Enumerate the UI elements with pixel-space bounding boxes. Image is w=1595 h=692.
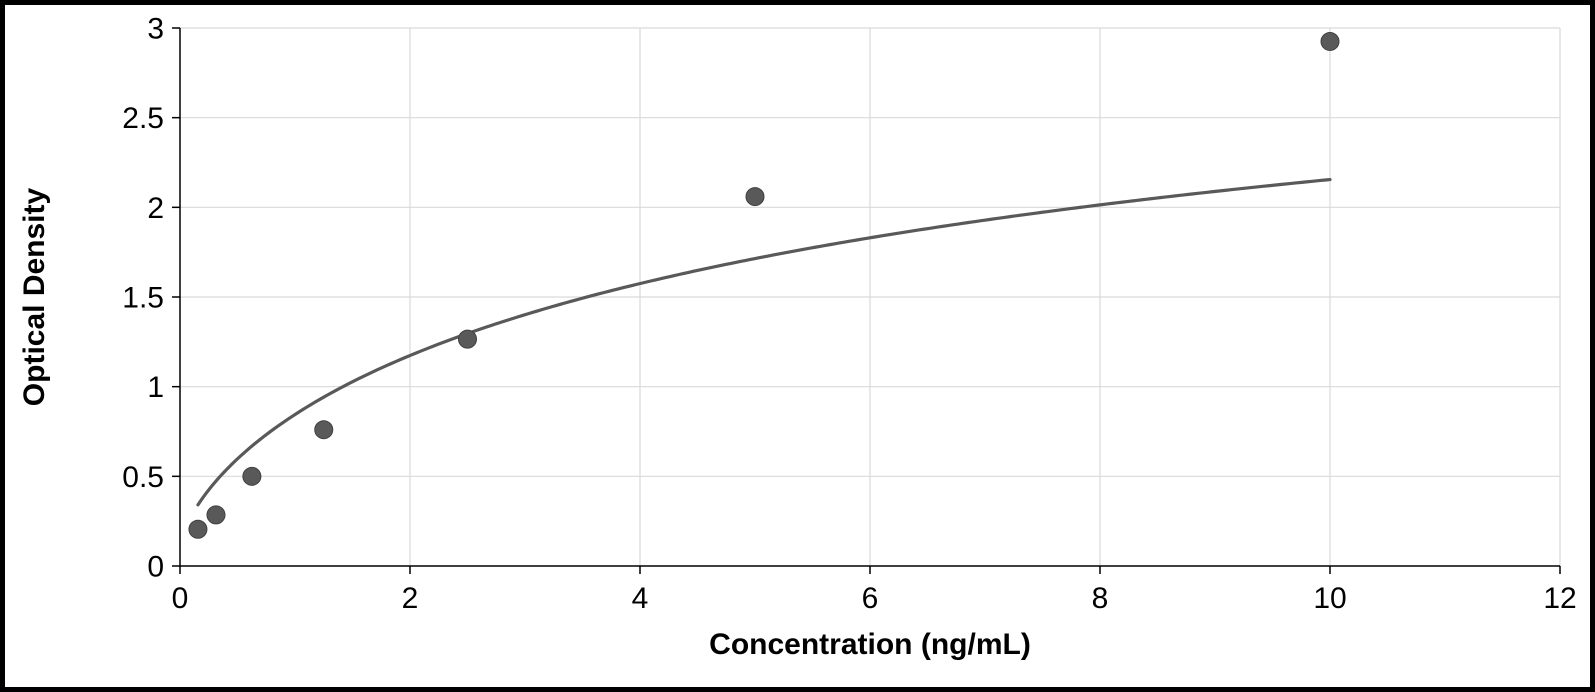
data-point [315,421,333,439]
x-tick-label: 2 [402,582,419,615]
x-tick-label: 10 [1313,582,1346,615]
data-point [189,520,207,538]
data-point [243,467,261,485]
chart-svg: 0 2 4 6 8 10 12 0 0.5 1 1.5 2 2.5 3 Concentration (ng/… [0,0,1595,692]
data-point [207,506,225,524]
y-tick-label: 2.5 [122,102,164,135]
chart-container: 0 2 4 6 8 10 12 0 0.5 1 1.5 2 2.5 3 Concentration (ng/… [0,0,1595,692]
x-tick-label: 6 [862,582,879,615]
y-tick-label: 3 [147,13,164,46]
y-tick-label: 1 [147,371,164,404]
data-point [459,330,477,348]
y-tick-label: 1.5 [122,282,164,315]
y-axis-label: Optical Density [18,187,51,406]
x-tick-label: 8 [1092,582,1109,615]
y-tick-label: 0.5 [122,461,164,494]
data-point [746,188,764,206]
y-tick-label: 2 [147,192,164,225]
x-tick-label: 0 [172,582,189,615]
data-point [1321,32,1339,50]
x-axis-label: Concentration (ng/mL) [709,628,1031,661]
x-tick-label: 4 [632,582,649,615]
y-tick-label: 0 [147,551,164,584]
x-tick-label: 12 [1543,582,1576,615]
